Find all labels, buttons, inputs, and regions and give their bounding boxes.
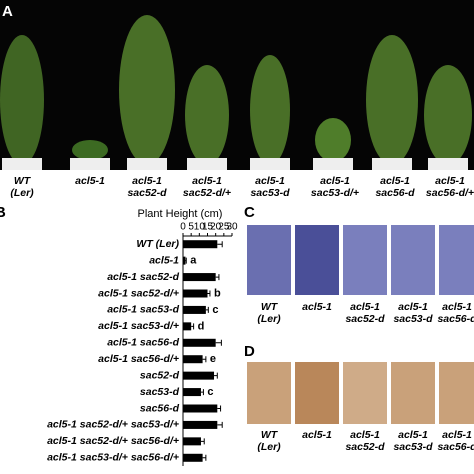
genotype-label: acl5-1	[442, 429, 472, 441]
genotype-label: WT	[261, 301, 279, 313]
genotype-label: acl5-1	[132, 175, 162, 187]
error-bar	[185, 257, 187, 264]
error-bar	[200, 389, 204, 396]
error-bar	[217, 405, 222, 412]
error-bar	[202, 454, 207, 461]
significance-letter: e	[210, 353, 216, 365]
error-bar	[217, 241, 223, 248]
y-tick-label: acl5-1 sac52-d	[107, 271, 179, 283]
bar	[183, 338, 216, 347]
bar	[183, 322, 192, 331]
bar	[183, 437, 201, 446]
genotype-label: (Ler)	[10, 187, 34, 199]
panel-label: A	[2, 3, 13, 20]
error-bar	[217, 421, 223, 428]
plants	[0, 15, 472, 170]
genotype-label: acl5-1	[255, 175, 285, 187]
genotype-label: sac53-d	[393, 313, 433, 325]
y-tick-label: acl5-1 sac53-d	[107, 304, 179, 316]
panel-label: C	[244, 204, 255, 221]
error-bar	[191, 323, 195, 330]
genotype-label: acl5-1	[320, 175, 350, 187]
bar	[183, 305, 206, 314]
x-tick-label: 30	[226, 222, 238, 233]
genotype-label: acl5-1	[192, 175, 222, 187]
genotype-label: (Ler)	[257, 441, 281, 453]
genotype-label: acl5-1	[398, 301, 428, 313]
genotype-label: sac56-d	[375, 187, 415, 199]
genotype-label: sac52-d	[127, 187, 167, 199]
genotype-label: acl5-1	[435, 175, 465, 187]
genotype-label: acl5-1	[442, 301, 472, 313]
genotype-label: sac53-d	[393, 441, 433, 453]
error-bar	[207, 290, 211, 297]
genotype-label: acl5-1	[302, 301, 332, 313]
bar	[183, 371, 215, 380]
x-tick-label: 20	[210, 222, 222, 233]
error-bar	[215, 274, 220, 281]
significance-letter: a	[190, 255, 197, 267]
genotype-label: WT	[14, 175, 32, 187]
error-bar	[205, 306, 209, 313]
bar	[183, 355, 203, 364]
genotype-label: sac53-d	[250, 187, 290, 199]
error-bar	[202, 356, 207, 363]
y-tick-label: acl5-1 sac56-d/+	[98, 353, 179, 365]
stem-stains	[247, 362, 474, 424]
y-tick-label: acl5-1	[149, 254, 179, 266]
y-tick-label: acl5-1 sac52-d/+ sac56-d/+	[47, 435, 179, 447]
y-tick-label: acl5-1 sac53-d/+ sac56-d/+	[47, 452, 179, 464]
error-bar	[214, 372, 218, 379]
x-tick-label: 15	[202, 222, 214, 233]
y-tick-label: acl5-1 sac53-d/+	[98, 320, 179, 332]
y-tick-label: sac52-d	[140, 369, 180, 381]
bar	[183, 256, 186, 265]
genotype-label: sac53-d/+	[311, 187, 359, 199]
bar	[183, 289, 208, 298]
bar	[183, 240, 218, 249]
panel-label: D	[244, 343, 255, 360]
y-tick-label: acl5-1 sac52-d/+ sac53-d/+	[47, 419, 179, 431]
genotype-label: (Ler)	[257, 313, 281, 325]
significance-letter: b	[214, 287, 221, 299]
genotype-label: acl5-1	[302, 429, 332, 441]
x-tick-label: 0	[180, 222, 186, 233]
genotype-label: sac56-d	[437, 313, 474, 325]
genotype-label: sac52-d	[345, 441, 385, 453]
genotype-label: sac52-d	[345, 313, 385, 325]
significance-letter: d	[198, 320, 205, 332]
error-bar	[215, 339, 222, 346]
genotype-label: acl5-1	[350, 429, 380, 441]
bar	[183, 273, 216, 282]
x-tick-label: 25	[218, 222, 230, 233]
bar	[183, 453, 203, 462]
panel-label: B	[0, 204, 6, 221]
genotype-label: acl5-1	[350, 301, 380, 313]
y-tick-label: sac56-d	[140, 402, 180, 414]
genotype-label: acl5-1	[75, 175, 105, 187]
x-tick-label: 5	[188, 222, 194, 233]
significance-letter: c	[207, 386, 213, 398]
bar	[183, 420, 218, 429]
chart-title: Plant Height (cm)	[138, 208, 223, 220]
bar	[183, 388, 201, 397]
y-tick-label: sac53-d	[140, 386, 180, 398]
y-tick-label: acl5-1 sac52-d/+	[98, 287, 179, 299]
genotype-label: acl5-1	[398, 429, 428, 441]
genotype-label: WT	[261, 429, 279, 441]
genotype-label: sac56-d	[437, 441, 474, 453]
stem-sections	[247, 225, 474, 295]
genotype-label: sac52-d/+	[183, 187, 231, 199]
genotype-label: sac56-d/+	[426, 187, 474, 199]
y-tick-label: WT (Ler)	[136, 238, 179, 250]
bar	[183, 404, 218, 413]
significance-letter: c	[212, 304, 218, 316]
y-tick-label: acl5-1 sac56-d	[107, 337, 179, 349]
genotype-label: acl5-1	[380, 175, 410, 187]
error-bar	[200, 438, 205, 445]
x-tick-label: 10	[194, 222, 206, 233]
